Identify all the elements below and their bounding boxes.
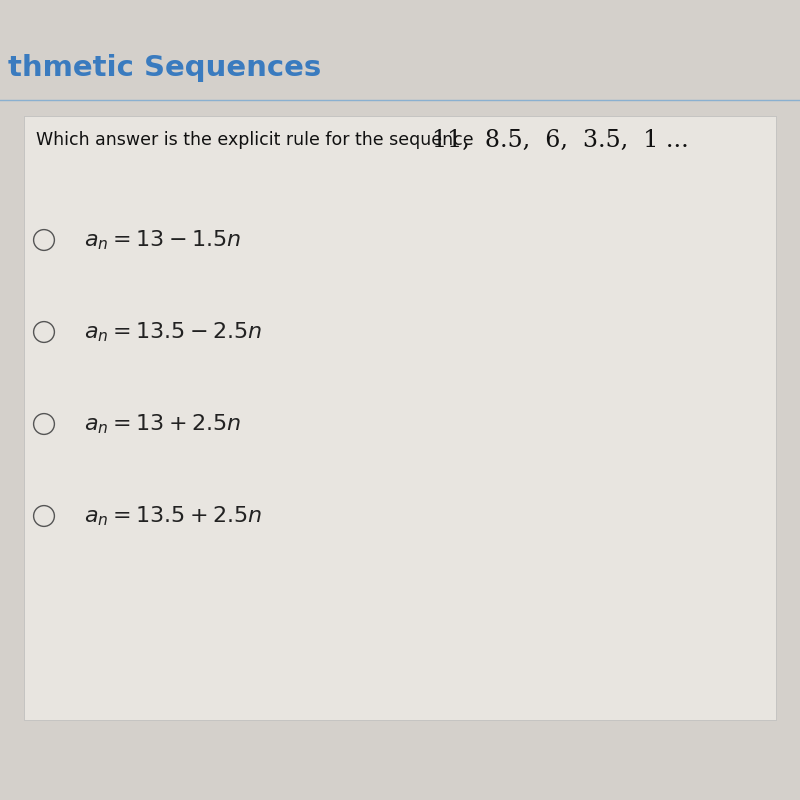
Text: 11,  8.5,  6,  3.5,  1 ...: 11, 8.5, 6, 3.5, 1 ... <box>432 129 689 151</box>
FancyBboxPatch shape <box>24 116 776 720</box>
Text: $a_n = 13.5 + 2.5n$: $a_n = 13.5 + 2.5n$ <box>84 504 262 528</box>
Text: $a_n = 13 - 1.5n$: $a_n = 13 - 1.5n$ <box>84 228 241 252</box>
Text: Which answer is the explicit rule for the sequence: Which answer is the explicit rule for th… <box>36 131 479 149</box>
Text: $a_n = 13.5 - 2.5n$: $a_n = 13.5 - 2.5n$ <box>84 320 262 344</box>
Text: thmetic Sequences: thmetic Sequences <box>8 54 322 82</box>
Text: $a_n = 13 + 2.5n$: $a_n = 13 + 2.5n$ <box>84 412 241 436</box>
